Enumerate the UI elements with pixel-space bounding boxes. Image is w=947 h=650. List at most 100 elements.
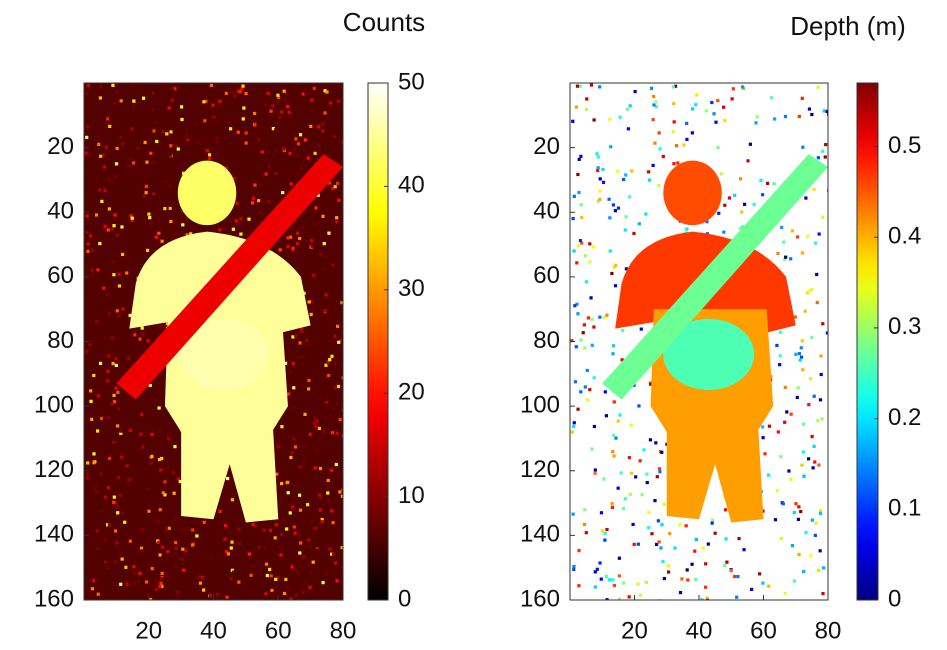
speckle bbox=[605, 575, 608, 578]
speckle bbox=[330, 355, 333, 358]
speckle bbox=[141, 528, 144, 531]
speckle bbox=[327, 499, 330, 502]
speckle bbox=[809, 289, 812, 292]
speckle bbox=[252, 197, 255, 200]
speckle bbox=[329, 264, 332, 267]
speckle bbox=[292, 437, 295, 440]
speckle bbox=[294, 137, 297, 140]
speckle bbox=[325, 572, 328, 575]
speckle bbox=[245, 141, 248, 144]
speckle bbox=[758, 572, 761, 575]
speckle bbox=[302, 555, 305, 558]
speckle bbox=[294, 532, 297, 535]
speckle bbox=[661, 560, 664, 563]
speckle bbox=[180, 105, 183, 108]
speckle bbox=[100, 509, 103, 512]
speckle bbox=[302, 356, 305, 359]
speckle bbox=[106, 370, 109, 373]
speckle bbox=[611, 578, 614, 581]
speckle bbox=[801, 97, 804, 100]
speckle bbox=[609, 249, 612, 252]
speckle bbox=[577, 549, 580, 552]
speckle bbox=[89, 400, 92, 403]
speckle bbox=[313, 527, 316, 530]
speckle bbox=[195, 123, 198, 126]
speckle bbox=[817, 86, 820, 89]
speckle bbox=[108, 125, 111, 128]
speckle bbox=[819, 398, 822, 401]
speckle bbox=[621, 329, 624, 332]
speckle bbox=[104, 337, 107, 340]
speckle bbox=[157, 232, 160, 235]
speckle bbox=[155, 588, 158, 591]
speckle bbox=[773, 117, 776, 120]
speckle bbox=[99, 96, 102, 99]
speckle bbox=[84, 152, 87, 155]
speckle bbox=[293, 147, 296, 150]
speckle bbox=[136, 147, 139, 150]
speckle bbox=[618, 574, 621, 577]
speckle bbox=[319, 252, 322, 255]
speckle bbox=[287, 491, 290, 494]
speckle bbox=[267, 200, 270, 203]
speckle bbox=[299, 133, 302, 136]
speckle bbox=[583, 523, 586, 526]
speckle bbox=[776, 489, 779, 492]
speckle bbox=[802, 423, 805, 426]
speckle bbox=[639, 594, 642, 597]
speckle bbox=[121, 142, 124, 145]
speckle bbox=[763, 452, 766, 455]
speckle bbox=[289, 456, 292, 459]
speckle bbox=[723, 119, 726, 122]
speckle bbox=[307, 538, 310, 541]
speckle bbox=[201, 576, 204, 579]
speckle bbox=[337, 100, 340, 103]
speckle bbox=[210, 84, 213, 87]
speckle bbox=[116, 511, 119, 514]
speckle bbox=[289, 370, 292, 373]
speckle bbox=[288, 359, 291, 362]
speckle bbox=[318, 427, 321, 430]
speckle bbox=[309, 545, 312, 548]
speckle bbox=[121, 512, 124, 515]
speckle bbox=[95, 578, 98, 581]
speckle bbox=[169, 154, 172, 157]
speckle bbox=[335, 220, 338, 223]
speckle bbox=[275, 523, 278, 526]
speckle bbox=[330, 469, 333, 472]
speckle bbox=[603, 539, 606, 542]
speckle bbox=[239, 232, 242, 235]
speckle bbox=[150, 222, 153, 225]
speckle bbox=[731, 97, 734, 100]
speckle bbox=[630, 169, 633, 172]
speckle bbox=[624, 497, 627, 500]
speckle bbox=[596, 169, 599, 172]
speckle bbox=[87, 153, 90, 156]
speckle bbox=[100, 417, 103, 420]
speckle bbox=[114, 357, 117, 360]
speckle bbox=[185, 133, 188, 136]
speckle bbox=[598, 198, 601, 201]
speckle bbox=[120, 522, 123, 525]
y-tick-label: 40 bbox=[533, 198, 560, 225]
speckle bbox=[629, 104, 632, 107]
speckle bbox=[99, 538, 102, 541]
speckle bbox=[584, 385, 587, 388]
speckle bbox=[611, 352, 614, 355]
speckle bbox=[783, 592, 786, 595]
speckle bbox=[611, 506, 614, 509]
speckle bbox=[191, 528, 194, 531]
speckle bbox=[647, 511, 650, 514]
speckle bbox=[112, 441, 115, 444]
speckle bbox=[685, 228, 688, 231]
speckle bbox=[609, 145, 612, 148]
speckle bbox=[637, 543, 640, 546]
speckle bbox=[104, 561, 107, 564]
speckle bbox=[605, 528, 608, 531]
speckle bbox=[308, 562, 311, 565]
speckle bbox=[773, 182, 776, 185]
speckle bbox=[86, 472, 89, 475]
speckle bbox=[821, 216, 824, 219]
speckle bbox=[798, 352, 801, 355]
speckle bbox=[739, 177, 742, 180]
